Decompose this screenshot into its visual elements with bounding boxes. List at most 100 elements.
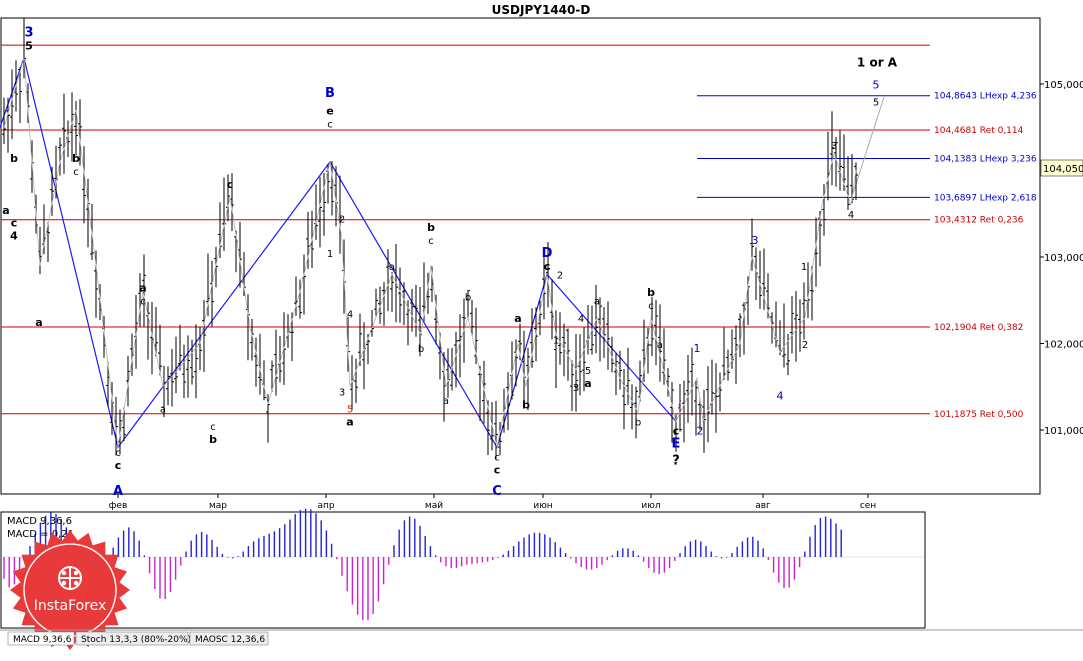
wave-label: 2 [557,271,563,282]
macd-panel[interactable] [0,511,926,629]
wave-label: b [647,286,655,299]
ohlc-bar [706,366,710,443]
wave-label: a [514,312,521,325]
indicator-tab-label[interactable]: MAOSC 12,36,6 [195,635,265,645]
ohlc-bar [798,299,802,352]
ohlc-bar [454,331,458,388]
indicator-tab-bg[interactable] [7,631,75,646]
wave-label: 4 [347,310,353,321]
wave-label: a [346,416,353,429]
ohlc-bar [670,381,674,443]
ohlc-bar [186,335,190,398]
ohlc-bar [482,360,486,424]
ohlc-bar [270,360,274,392]
wave-label: c [210,422,216,433]
wave-label: a [584,377,591,390]
ohlc-bar [306,211,310,269]
ohlc-bar [410,288,414,332]
ohlc-bar [78,99,82,166]
ohlc-bar [354,358,358,404]
ohlc-bar [654,299,658,366]
wave-label: 5 [585,366,591,377]
indicator-tab[interactable]: MAOSC 12,36,6 [189,631,269,646]
wave-label: 1 [553,336,559,347]
ohlc-bar [62,93,66,174]
ohlc-bar [330,161,334,216]
ohlc-bar [582,327,586,392]
current-price-marker: 104,050 [1040,159,1083,177]
wave-label: b [209,433,217,446]
ohlc-bar [530,308,534,368]
ohlc-bar [202,300,206,372]
price-trace-line [3,57,857,448]
wave-label: c [73,167,79,178]
ohlc-bar [542,247,546,320]
wave-label: b [418,344,424,355]
indicator-tab-bg[interactable] [189,631,269,646]
ohlc-bar [10,69,14,139]
level-label: 103,4312 Ret 0,236 [934,216,1024,226]
wave-label: b [427,221,435,234]
ohlc-bar [146,301,150,360]
ohlc-bar [614,353,618,396]
ohlc-bar [566,328,570,381]
current-price-label: 104,050 [1043,164,1083,175]
indicator-tab[interactable]: Stoch 13,3,3 (80%-20%) [75,631,191,646]
wave-label: 2 [802,340,808,351]
wave-label: 3 [831,141,837,152]
ohlc-bar [70,92,74,162]
wave-label: C [492,484,502,499]
ohlc-bar [686,355,690,423]
ohlc-bar [662,328,666,385]
wave-label: 5 [873,78,880,91]
instaforex-emblem-icon [58,566,82,590]
price-tick-label: 101,000 [1044,426,1083,437]
ohlc-bar [138,273,142,327]
indicator-tab-bg[interactable] [75,631,189,646]
wave-label: c [115,448,121,459]
ohlc-bar [782,303,786,368]
ohlc-bar [570,360,574,411]
month-label: мар [209,501,227,511]
level-label: 102,1904 Ret 0,382 [934,323,1023,333]
ohlc-bar [770,312,774,344]
ohlc-bar [402,282,406,326]
wave-label: 3 [573,383,579,394]
ohlc-bar [398,267,402,323]
wave-label: B [325,86,335,101]
ohlc-bar [378,286,382,324]
ohlc-bar [494,400,498,460]
wave-label: 1 [327,249,333,260]
ohlc-bar [834,136,838,187]
ohlc-bar [414,284,418,337]
ohlc-bar [2,97,6,145]
ohlc-bar [762,248,766,310]
ohlc-bar [218,202,222,259]
ohlc-bar [190,339,194,385]
ohlc-bar [690,347,694,416]
ohlc-bar [194,324,198,399]
ohlc-bar [598,297,602,362]
indicator-tab-label[interactable]: MACD 9,36,6 [13,635,72,645]
macd-value: MACD = 0,21 [7,529,74,540]
wave-label: 3 [752,234,759,247]
ohlc-bar [810,266,814,321]
ohlc-bar [638,360,642,402]
indicator-tab[interactable]: MACD 9,36,6 [7,631,75,646]
wave-label: c [327,119,333,130]
ohlc-bar [678,383,682,432]
level-label: 104,1383 LHexp 3,236 [934,155,1037,165]
wave-label: ? [672,454,680,469]
level-label: 101,1875 Ret 0,500 [934,410,1024,420]
indicator-tab-label[interactable]: Stoch 13,3,3 (80%-20%) [81,635,191,645]
ohlc-bar [726,349,730,381]
ohlc-bar [174,336,178,394]
ohlc-bar [18,67,22,124]
wave-label: E [672,436,681,451]
wave-label: b [10,152,18,165]
wave-label: ( [678,398,682,411]
ohlc-bar [170,348,174,407]
wave-label: D [542,246,553,261]
